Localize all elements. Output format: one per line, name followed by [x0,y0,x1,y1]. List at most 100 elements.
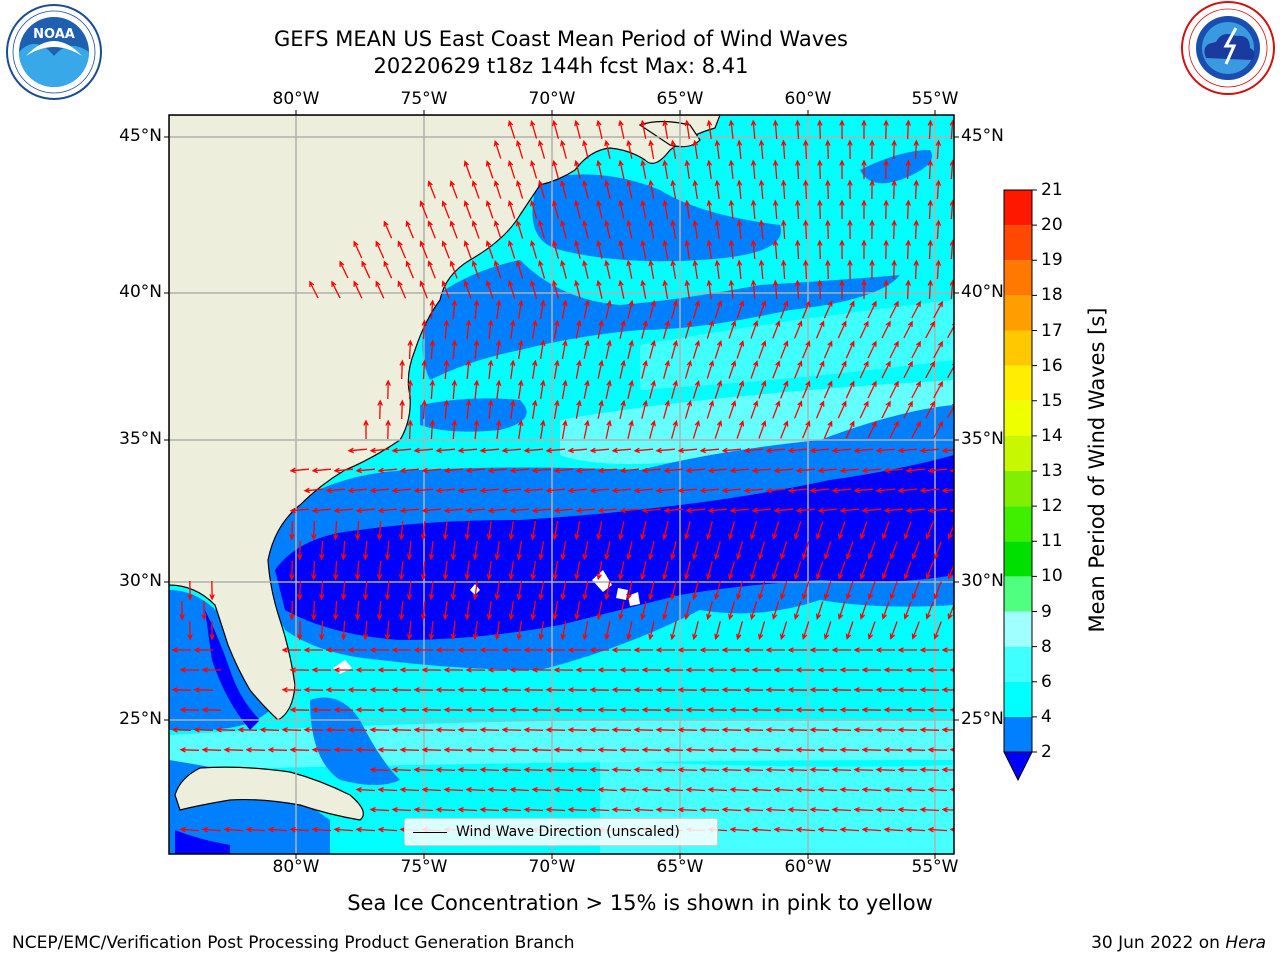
wind-wave-arrow [479,767,500,773]
colorbar-tick-label: 9 [1041,601,1052,622]
wind-wave-arrow [486,561,493,581]
wind-wave-arrow [655,487,676,494]
wind-wave-arrow [699,487,720,494]
wind-wave-arrow [809,767,830,773]
wind-wave-arrow [429,299,436,320]
wind-wave-arrow [421,747,442,753]
wind-wave-arrow [823,541,832,561]
wind-wave-arrow [472,581,479,601]
wind-wave-arrow [817,507,838,514]
wind-wave-arrow [897,687,918,693]
wind-wave-arrow [663,786,684,793]
wind-wave-arrow [619,507,640,514]
wind-wave-arrow [911,380,921,399]
wind-wave-arrow [729,467,750,474]
wind-wave-arrow [662,279,669,300]
wind-wave-arrow [861,786,882,793]
wind-wave-arrow [405,260,415,279]
wind-wave-arrow [507,119,516,139]
wind-wave-arrow [582,541,589,561]
wind-wave-arrow [919,447,940,454]
wind-wave-arrow [867,541,876,560]
wind-wave-arrow [817,826,838,833]
wind-wave-arrow [303,487,324,494]
wind-wave-arrow [289,520,295,541]
wind-wave-arrow [831,727,852,733]
wind-wave-arrow [355,786,376,793]
wind-wave-arrow [706,239,713,259]
wind-wave-arrow [677,727,698,733]
wind-wave-arrow [935,259,942,280]
colorbar-tick-label: 10 [1041,566,1063,587]
wind-wave-arrow [597,359,604,379]
wind-wave-arrow [801,621,810,641]
wind-wave-arrow [692,419,701,439]
wind-wave-arrow [714,379,723,399]
wind-wave-arrow [758,420,767,439]
wind-wave-arrow [736,621,744,641]
wind-wave-arrow [839,667,860,673]
wind-wave-arrow [494,541,501,561]
wind-wave-arrow [479,687,500,693]
wind-wave-arrow [406,580,413,601]
wind-wave-arrow [787,687,808,693]
wind-wave-arrow [883,667,904,673]
wind-wave-arrow [618,279,625,299]
wind-wave-arrow [903,320,913,339]
wind-wave-arrow [780,420,789,439]
wind-wave-arrow [457,647,477,653]
wind-wave-arrow [507,199,516,219]
wind-wave-arrow [662,159,669,180]
wind-wave-arrow [485,240,494,259]
wind-wave-arrow [560,620,567,641]
wind-wave-arrow [743,447,764,454]
wind-wave-arrow [721,447,742,454]
wind-wave-arrow [523,647,543,653]
wind-wave-arrow [589,806,610,813]
wind-wave-arrow [501,727,522,733]
colorbar-tick-label: 17 [1041,320,1063,341]
wind-wave-arrow [443,667,464,673]
wind-wave-arrow [883,159,889,180]
wind-wave-arrow [575,667,596,673]
wind-wave-arrow [377,826,398,833]
wind-wave-arrow [685,747,706,753]
wind-wave-arrow [575,507,596,514]
wind-wave-arrow [355,826,376,833]
lat-label-left: 45°N [119,126,162,146]
wind-wave-arrow [913,219,919,240]
wind-wave-arrow [340,580,347,601]
wind-wave-arrow [509,786,530,793]
wind-wave-arrow [677,687,698,693]
wind-wave-arrow [655,687,676,693]
wind-wave-arrow [509,707,530,713]
wind-wave-arrow [853,806,874,813]
wind-wave-arrow [435,487,456,494]
wind-wave-arrow [649,419,656,439]
wind-wave-arrow [517,419,524,439]
wind-wave-arrow [837,320,847,339]
wind-wave-arrow [407,339,413,360]
wind-wave-arrow [861,467,882,474]
wind-wave-arrow [706,359,715,379]
wind-wave-arrow [750,400,759,419]
wind-wave-arrow [303,647,323,653]
wind-wave-arrow [369,806,390,813]
wind-wave-arrow [420,520,427,541]
wind-wave-arrow [861,279,867,299]
wind-wave-arrow [905,786,926,793]
wind-wave-arrow [487,399,494,419]
wind-wave-arrow [941,767,954,773]
wind-wave-arrow [640,199,647,219]
wind-wave-arrow [692,581,699,601]
footer-date: 30 Jun 2022 on Hera [1091,933,1266,953]
wind-wave-arrow [435,647,455,653]
period-low-core [175,455,954,854]
wind-wave-arrow [582,581,589,601]
wind-wave-arrow [765,806,786,813]
lon-label-top: 80°W [272,89,320,109]
wind-wave-arrow [641,707,662,713]
wind-wave-arrow [699,647,719,653]
wind-wave-arrow [398,560,405,581]
wind-wave-arrow [883,199,889,220]
